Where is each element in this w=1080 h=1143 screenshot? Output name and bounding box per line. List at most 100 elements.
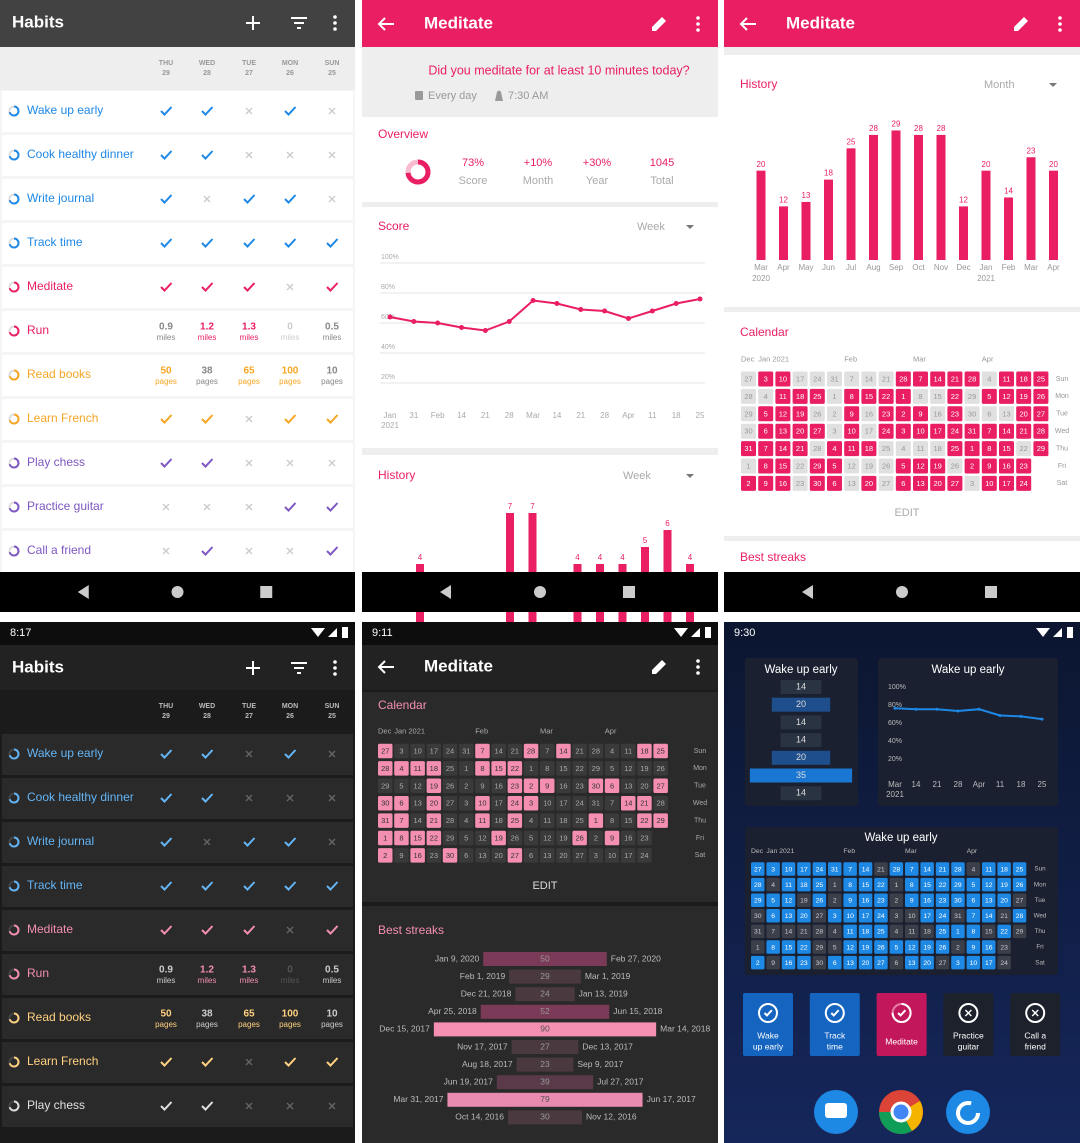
nav-home[interactable] — [534, 586, 546, 598]
calendar-cell — [459, 761, 474, 776]
menu-icon[interactable] — [333, 15, 337, 19]
period-selector[interactable]: Week — [637, 221, 665, 233]
x-tick-label: May — [798, 263, 813, 272]
habit-card[interactable] — [2, 910, 353, 951]
menu-icon[interactable] — [696, 22, 700, 26]
habit-card[interactable] — [2, 998, 353, 1039]
checkmark-widget[interactable] — [809, 993, 860, 1056]
habit-card[interactable] — [2, 954, 353, 995]
checkmark-widget[interactable] — [1010, 993, 1061, 1056]
checkmark-widget[interactable] — [943, 993, 994, 1056]
calendar-cell — [844, 441, 860, 457]
calendar-cell — [758, 388, 774, 404]
menu-icon[interactable] — [333, 672, 337, 676]
nav-back[interactable] — [440, 585, 451, 599]
calendar-cell — [556, 743, 571, 759]
dropdown-icon[interactable] — [1049, 83, 1057, 87]
back-icon[interactable] — [739, 17, 756, 31]
back-icon[interactable] — [377, 17, 394, 31]
bar-value-label: 7 — [530, 502, 535, 511]
add-icon[interactable] — [246, 661, 260, 675]
calendar-cell — [861, 423, 877, 439]
back-icon[interactable] — [377, 660, 394, 674]
calendar-day: 3 — [833, 913, 837, 920]
calendar-cell — [878, 388, 894, 404]
calendar-day: 22 — [796, 461, 804, 470]
habit-card[interactable] — [2, 1042, 353, 1083]
edit-icon[interactable] — [652, 660, 666, 674]
nav-back[interactable] — [77, 585, 89, 599]
edit-icon[interactable] — [652, 17, 666, 31]
filter-icon[interactable] — [291, 17, 307, 29]
widget[interactable] — [878, 658, 1058, 806]
calendar-day: 16 — [624, 833, 632, 842]
calendar-cell — [507, 743, 523, 759]
calendar-cell — [1033, 441, 1049, 457]
menu-icon[interactable] — [333, 666, 337, 670]
calendar-cell — [792, 441, 808, 457]
habit-card[interactable] — [2, 778, 353, 819]
calendar-cell — [844, 458, 860, 474]
calendar-day: 27 — [511, 851, 519, 860]
menu-icon[interactable] — [696, 659, 700, 663]
habit-card[interactable] — [2, 267, 353, 308]
status-bar — [0, 622, 355, 645]
habit-card[interactable] — [2, 487, 353, 528]
habit-card[interactable] — [2, 1086, 353, 1127]
calendar-day: 1 — [833, 882, 837, 889]
calendar-cell — [966, 877, 981, 892]
menu-icon[interactable] — [333, 660, 337, 664]
nav-home[interactable] — [171, 586, 184, 598]
calendar-cell — [540, 813, 555, 828]
habit-card[interactable] — [2, 91, 353, 132]
edit-button[interactable]: EDIT — [532, 880, 557, 892]
habit-card[interactable] — [2, 135, 353, 176]
period-selector[interactable]: Month — [984, 79, 1015, 91]
habit-card[interactable] — [2, 443, 353, 484]
dropdown-icon[interactable] — [686, 474, 694, 478]
calendar-cell — [947, 388, 963, 404]
calendar-day: 23 — [939, 897, 947, 904]
nav-home[interactable] — [896, 586, 908, 598]
menu-icon[interactable] — [696, 16, 700, 20]
cross-icon — [245, 794, 253, 802]
edit-button[interactable]: EDIT — [894, 507, 919, 519]
menu-icon[interactable] — [333, 27, 337, 31]
calendar-day: 6 — [464, 851, 468, 860]
habit-card[interactable] — [2, 822, 353, 863]
habit-card[interactable] — [2, 399, 353, 440]
overview-card — [362, 117, 718, 202]
habit-card[interactable] — [2, 355, 353, 396]
calendar-day: 20 — [1020, 409, 1028, 418]
menu-icon[interactable] — [696, 665, 700, 669]
habit-unit: miles — [240, 976, 259, 985]
checkmark-widget[interactable] — [876, 993, 927, 1056]
checkmark-widget[interactable] — [743, 993, 793, 1056]
habit-unit: miles — [157, 333, 176, 342]
habit-card[interactable] — [2, 311, 353, 352]
menu-icon[interactable] — [1058, 16, 1062, 20]
menu-icon[interactable] — [696, 28, 700, 32]
calendar-day: 9 — [910, 897, 914, 904]
menu-icon[interactable] — [1058, 22, 1062, 26]
calendar-cell — [878, 406, 894, 422]
menu-icon[interactable] — [1058, 28, 1062, 32]
menu-icon[interactable] — [696, 671, 700, 675]
menu-icon[interactable] — [333, 21, 337, 25]
dropdown-icon[interactable] — [686, 225, 694, 229]
period-selector[interactable]: Week — [623, 470, 651, 482]
filter-icon[interactable] — [291, 662, 307, 674]
edit-icon[interactable] — [1014, 17, 1028, 31]
add-icon[interactable] — [246, 16, 260, 30]
loop-app-icon[interactable] — [946, 1090, 990, 1134]
cross-icon — [286, 926, 294, 934]
habit-card[interactable] — [2, 734, 353, 775]
habit-card[interactable] — [2, 531, 353, 572]
nav-back[interactable] — [802, 585, 813, 599]
habit-card[interactable] — [2, 179, 353, 220]
habit-card[interactable] — [2, 866, 353, 907]
cross-icon — [328, 750, 336, 758]
habit-unit: miles — [240, 333, 259, 342]
streak-end: Jun 17, 2017 — [647, 1094, 696, 1104]
habit-card[interactable] — [2, 223, 353, 264]
